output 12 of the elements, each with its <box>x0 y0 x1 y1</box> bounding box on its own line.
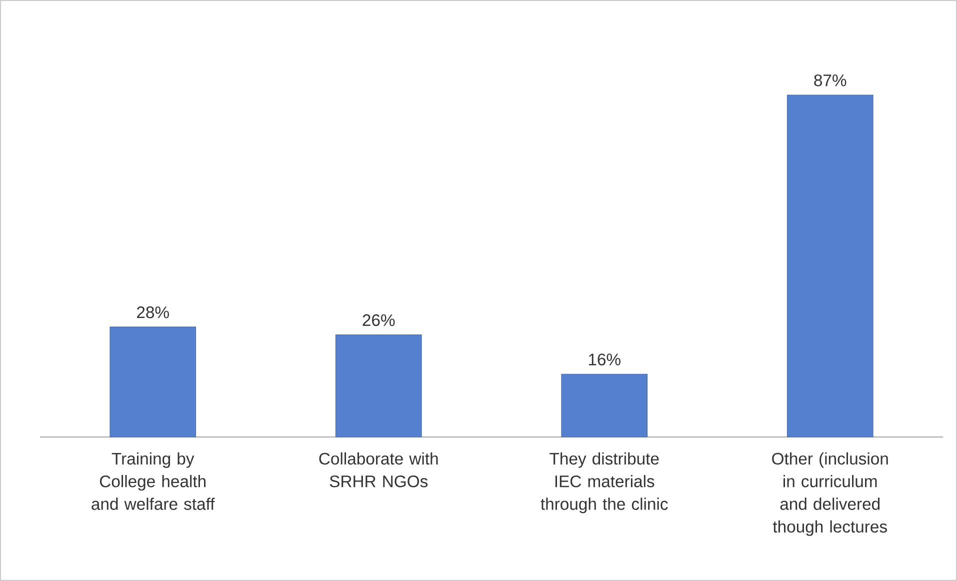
x-tick-label: They distribute IEC materials through the clinic <box>540 452 668 514</box>
data-label: 26% <box>362 314 395 326</box>
x-tick-label: Other (inclusion in curriculum and delivered though lectures <box>772 452 888 536</box>
x-tick-label: Collaborate with SRHR NGOs <box>319 452 438 488</box>
bar <box>335 334 422 438</box>
data-label: 87% <box>814 74 846 86</box>
data-label: 28% <box>137 306 169 318</box>
data-label: 16% <box>588 354 620 366</box>
bar <box>786 94 874 438</box>
bar <box>561 374 648 438</box>
bar <box>110 326 196 438</box>
x-tick-label: Training by College health and welfare staff <box>92 452 215 510</box>
